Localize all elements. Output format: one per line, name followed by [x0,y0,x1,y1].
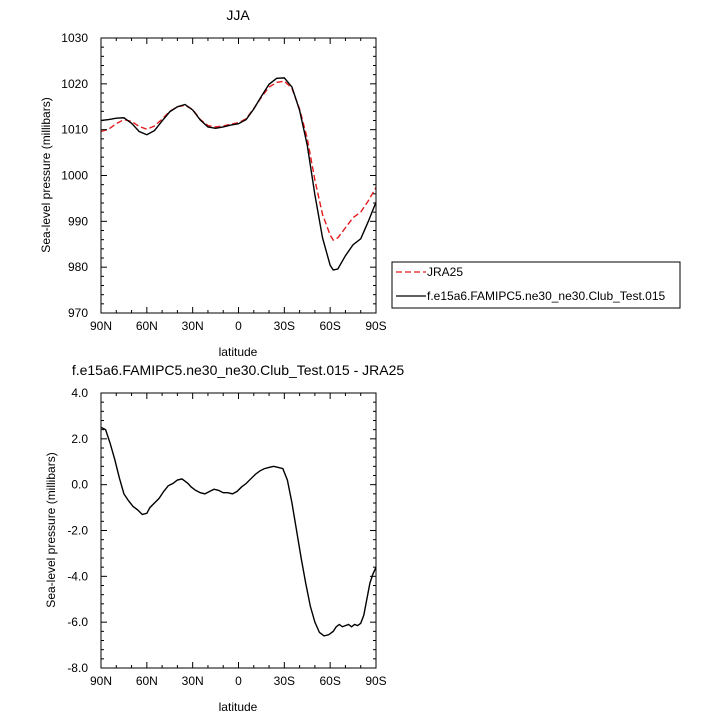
legend-label-jra25: JRA25 [427,265,463,279]
bottom-xtick-label: 90N [90,674,112,688]
top-series-line-0 [100,80,377,242]
bottom-series-line-0 [100,426,377,637]
bottom-ytick-label: -8.0 [67,661,88,675]
bottom-ytick-label: -2.0 [67,524,88,538]
bottom-ytick-label: 2.0 [71,432,88,446]
bottom-ytick-label: 4.0 [71,386,88,400]
top-ytick-label: 990 [68,214,88,228]
top-chart-panel: JJA 90N 60N 30N 0 30S 60S 90S 970 980 990 1000 1010… [39,7,387,359]
top-chart-lines [100,77,377,271]
bottom-chart-panel: f.e15a6.FAMIPC5.ne30_ne30.Club_Test.015 … [44,362,404,714]
bottom-x-axis-label: latitude [219,700,258,714]
bottom-ytick-label: -4.0 [67,569,88,583]
top-plot-frame [100,37,377,314]
top-ytick-label: 1010 [61,123,88,137]
bottom-xtick-label: 30S [274,674,295,688]
bottom-chart-lines [100,426,377,637]
top-x-axis-label: latitude [219,345,258,359]
bottom-xtick-label: 30N [182,674,204,688]
bottom-xtick-label: 60N [136,674,158,688]
bottom-xtick-label: 0 [235,674,242,688]
top-ytick-label: 1000 [61,169,88,183]
top-xtick-label: 30N [182,319,204,333]
bottom-xtick-label: 90S [365,674,386,688]
top-xtick-label: 90S [365,319,386,333]
top-ytick-label: 980 [68,260,88,274]
bottom-chart-ticks: 90N 60N 30N 0 30S 60S 90S -8.0 -6.0 -4.0 -2.0 0.0 2.… [67,386,386,688]
bottom-xtick-label: 60S [319,674,340,688]
top-ytick-label: 1020 [61,77,88,91]
top-xtick-label: 90N [90,319,112,333]
bottom-y-axis-label: Sea-level pressure (millibars) [44,452,58,607]
legend-label-model: f.e15a6.FAMIPC5.ne30_ne30.Club_Test.015 [427,289,665,303]
top-xtick-label: 60S [319,319,340,333]
top-series-line-1 [100,77,377,271]
top-ytick-label: 970 [68,306,88,320]
bottom-chart-title: f.e15a6.FAMIPC5.ne30_ne30.Club_Test.015 … [72,362,405,378]
chart-legend: JRA25 f.e15a6.FAMIPC5.ne30_ne30.Club_Tes… [391,261,681,309]
top-y-axis-label: Sea-level pressure (millibars) [39,97,53,252]
top-chart-title: JJA [226,7,250,23]
legend-box [391,261,681,309]
bottom-plot-frame [100,392,377,669]
top-xtick-label: 30S [274,319,295,333]
top-chart-ticks: 90N 60N 30N 0 30S 60S 90S 970 980 990 1000 1010 1020… [61,31,386,333]
bottom-ytick-label: 0.0 [71,478,88,492]
bottom-ytick-label: -6.0 [67,615,88,629]
top-xtick-label: 0 [235,319,242,333]
top-ytick-label: 1030 [61,31,88,45]
top-xtick-label: 60N [136,319,158,333]
